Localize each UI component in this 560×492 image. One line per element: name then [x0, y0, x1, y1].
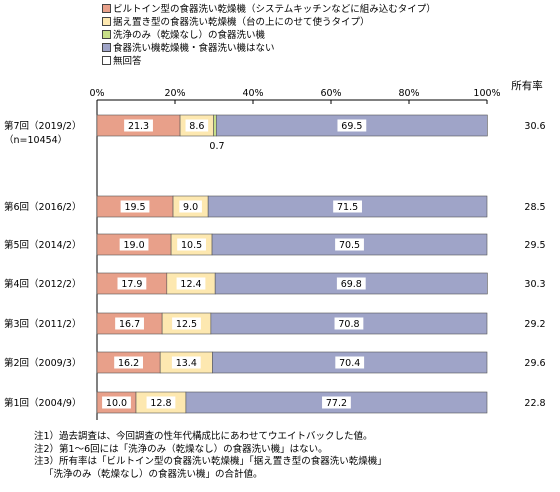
data-label: 10.0 — [106, 398, 127, 409]
footnote-2: 注2）第1～6回には「洗浄のみ（乾燥なし）の食器洗い機」はない。 — [34, 443, 328, 455]
data-label: 70.5 — [339, 240, 360, 251]
data-label-bg — [124, 119, 153, 132]
legend-label-builtin: ビルトイン型の食器洗い乾燥機（システムキッチンなどに組み込むタイプ） — [113, 4, 436, 15]
category-label-1: 第6回（2016/2） — [4, 201, 81, 213]
data-label-bg — [115, 317, 144, 330]
data-label-bg — [335, 238, 364, 251]
category-label-2: 第5回（2014/2） — [4, 239, 81, 251]
legend-swatch-countertop — [102, 17, 111, 26]
legend-swatch-no-answer — [102, 56, 111, 65]
ownership-rate-header: 所有率 — [511, 79, 543, 92]
data-label-bg — [120, 200, 150, 213]
ownership-rate-value: 30.3 — [524, 279, 545, 290]
data-label: 19.5 — [124, 202, 145, 213]
ownership-rate-value: 29.5 — [524, 240, 545, 251]
legend-item-countertop: 据え置き型の食器洗い乾燥機（台の上にのせて使うタイプ） — [102, 17, 370, 28]
legend-swatch-wash-only — [102, 30, 111, 39]
data-label-bg — [114, 356, 143, 369]
ownership-rate-value: 29.6 — [524, 358, 545, 369]
category-label-5: 第2回（2009/3） — [4, 357, 81, 369]
footnotes: 注1）過去調査は、今回調査の性年代構成比にあわせてウエイトバックした値。 注2）… — [34, 431, 387, 481]
data-label: 71.5 — [337, 202, 358, 213]
ownership-rate-value: 29.2 — [524, 319, 545, 330]
data-label-bg — [117, 277, 147, 290]
data-label: 12.5 — [176, 319, 197, 330]
x-tick-label-0: 0% — [89, 88, 104, 99]
data-label-bg — [119, 238, 149, 251]
legend-label-none: 食器洗い機乾燥機・食器洗い機はない — [113, 43, 275, 54]
legend-item-wash-only: 洗浄のみ（乾燥なし）の食器洗い機 — [102, 30, 265, 41]
legend-label-wash-only: 洗浄のみ（乾燥なし）の食器洗い機 — [113, 30, 266, 41]
legend-swatch-none — [102, 43, 111, 52]
ownership-rate-value: 22.8 — [524, 398, 545, 409]
category-sublabel-0: （n=10454） — [4, 134, 67, 146]
category-label-4: 第3回（2011/2） — [4, 318, 81, 330]
data-label: 19.0 — [123, 240, 144, 251]
data-label: 8.6 — [189, 121, 204, 132]
data-label: 69.8 — [341, 279, 362, 290]
data-label-bg — [336, 277, 366, 290]
x-tick-label-3: 60% — [320, 88, 341, 99]
data-label-bg — [177, 238, 206, 251]
data-label: 16.2 — [118, 358, 139, 369]
data-label: 12.4 — [180, 279, 201, 290]
data-label-small: 0.7 — [209, 141, 224, 152]
data-label-bg — [322, 396, 351, 409]
ownership-rate-value: 28.5 — [524, 202, 545, 213]
data-label: 9.0 — [183, 202, 198, 213]
legend-label-countertop: 据え置き型の食器洗い乾燥機（台の上にのせて使うタイプ） — [113, 17, 370, 28]
footnote-3: 注3）所有率は「ビルトイン型の食器洗い乾燥機」「据え置き型の食器洗い乾燥機」 — [34, 456, 387, 467]
legend-label-no-answer: 無回答 — [113, 56, 142, 67]
category-label-6: 第1回（2004/9） — [4, 397, 81, 409]
data-label-bg — [337, 119, 367, 132]
data-label-bg — [179, 200, 202, 213]
data-label-bg — [334, 317, 364, 330]
legend-item-builtin: ビルトイン型の食器洗い乾燥機（システムキッチンなどに組み込むタイプ） — [102, 4, 436, 15]
data-label: 10.5 — [181, 240, 202, 251]
data-label: 69.5 — [341, 121, 362, 132]
data-label: 21.3 — [128, 121, 149, 132]
data-label-bg — [185, 119, 209, 132]
category-label-0: 第7回（2019/2） — [4, 120, 81, 132]
data-label-bg — [146, 396, 176, 409]
data-label: 70.4 — [339, 358, 360, 369]
x-tick-label-1: 20% — [164, 88, 185, 99]
x-tick-label-5: 100% — [473, 88, 500, 99]
data-label: 70.8 — [338, 319, 359, 330]
data-label-bg — [102, 396, 131, 409]
data-label: 16.7 — [119, 319, 140, 330]
footnote-3-cont: 「洗浄のみ（乾燥なし）の食器洗い機」の合計値。 — [44, 468, 263, 480]
data-label: 77.2 — [326, 398, 347, 409]
category-label-3: 第4回（2012/2） — [4, 278, 81, 290]
footnote-1: 注1）過去調査は、今回調査の性年代構成比にあわせてウエイトバックした値。 — [34, 431, 373, 442]
data-label-bg — [176, 277, 206, 290]
data-label-bg — [335, 356, 365, 369]
data-label-bg — [171, 356, 201, 369]
legend-item-none: 食器洗い機乾燥機・食器洗い機はない — [102, 43, 275, 54]
data-label-bg — [172, 317, 201, 330]
data-label: 17.9 — [121, 279, 142, 290]
x-tick-label-2: 40% — [242, 88, 263, 99]
legend-swatch-builtin — [102, 4, 111, 13]
x-tick-label-4: 80% — [398, 88, 419, 99]
ownership-rate-value: 30.6 — [524, 121, 545, 132]
bar-segment — [213, 114, 217, 137]
data-label-bg — [333, 200, 362, 213]
legend-item-no-answer: 無回答 — [102, 56, 142, 67]
data-label: 13.4 — [176, 358, 197, 369]
data-label: 12.8 — [150, 398, 171, 409]
